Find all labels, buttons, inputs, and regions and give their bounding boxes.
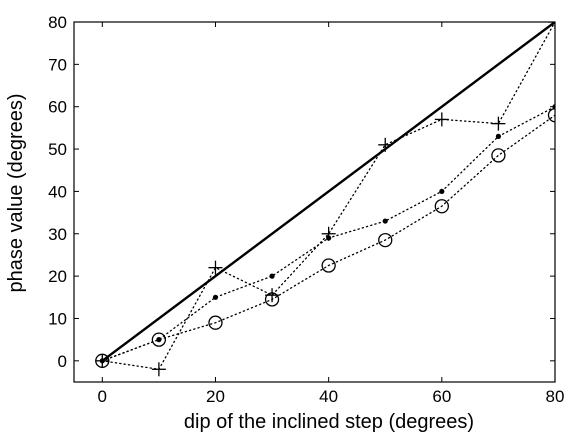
series-3-point-0 (95, 353, 110, 368)
series-1-line (101, 22, 555, 371)
y-tick-label-70: 70 (48, 55, 67, 74)
series-1-point-7 (491, 116, 506, 131)
y-tick-label-10: 10 (48, 309, 67, 328)
series-3-point-1 (151, 332, 167, 347)
series-2-point-5 (382, 218, 388, 224)
y-tick-label-20: 20 (48, 267, 67, 286)
y-axis-label: phase value (degrees) (5, 93, 27, 292)
series-2-point-4 (326, 235, 332, 241)
series-1-point-1 (151, 362, 166, 377)
plot-content (95, 22, 555, 377)
plot-area (95, 22, 555, 377)
y-tick-label-60: 60 (48, 98, 67, 117)
x-tick-label-0: 0 (98, 387, 107, 406)
series-1-point-2 (208, 260, 223, 275)
series-3-point-2 (208, 315, 223, 330)
y-tick-label-40: 40 (48, 182, 67, 201)
x-tick-label-60: 60 (432, 387, 451, 406)
y-tick-label-30: 30 (48, 225, 67, 244)
series-2-point-2 (212, 294, 219, 300)
y-tick-label-0: 0 (58, 352, 67, 371)
series-1-point-5 (378, 137, 393, 152)
series-3-point-4 (321, 258, 336, 273)
series-3-point-6 (434, 199, 449, 214)
series-3-line (101, 114, 555, 362)
series-1-point-6 (434, 112, 449, 127)
x-tick-label-20: 20 (206, 387, 225, 406)
x-axis-label: dip of the inclined step (degrees) (184, 411, 474, 433)
series-3-point-8 (547, 108, 555, 123)
series-3-point-3 (264, 292, 280, 307)
series-3-point-7 (491, 148, 506, 163)
series-3-point-5 (378, 232, 393, 248)
y-tick-label-80: 80 (48, 13, 67, 32)
series-0-line (101, 22, 555, 362)
series-2-point-7 (495, 133, 502, 139)
axes-box (73, 21, 556, 383)
series-2-point-1 (156, 337, 162, 343)
series-2-point-6 (439, 188, 445, 195)
axes-layer: 0 20 40 60 80 0 10 20 30 40 50 60 70 80 (48, 13, 564, 406)
x-tick-label-80: 80 (546, 387, 565, 406)
x-tick-label-40: 40 (319, 387, 338, 406)
y-tick-label-50: 50 (48, 140, 67, 159)
series-2-point-3 (269, 273, 275, 279)
